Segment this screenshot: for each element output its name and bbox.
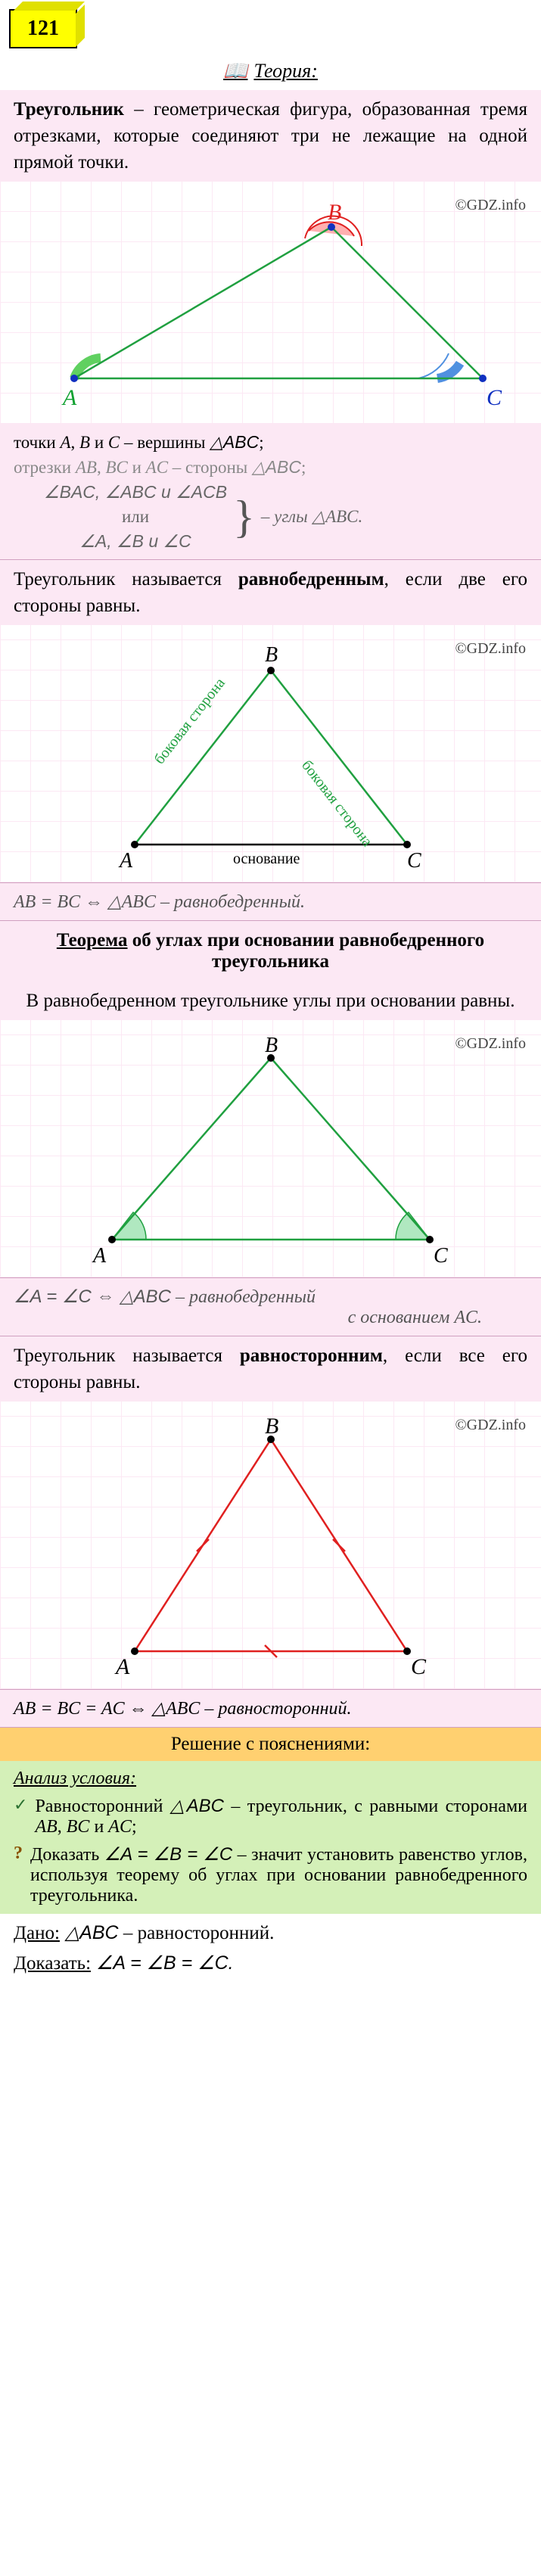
label-A: A [61,385,77,409]
svg-text:B: B [265,1035,278,1057]
book-icon: 📖 [223,60,247,82]
figure-1: ©GDZ.info A B C [0,182,541,424]
svg-text:боковая сторона: боковая сторона [298,757,375,849]
analysis-block: Анализ условия: ✓ Равносторонний △ABC – … [0,1761,541,1914]
formula-equilateral: AB = BC = AC ⇔ △ABC – равносторонний. [0,1689,541,1728]
definition-triangle: Треугольник – геометрическая фигура, обр… [0,90,541,182]
svg-text:A: A [118,849,133,873]
term-triangle: Треугольник [14,99,124,120]
label-C: C [487,385,502,409]
figure-4: ©GDZ.info A B C [0,1402,541,1689]
theory-label: Теория: [253,60,317,82]
svg-text:B: B [265,643,278,667]
svg-text:C: C [407,849,421,873]
theory-header: 📖 Теория: [0,60,541,82]
svg-text:C: C [411,1654,427,1679]
figure-2: ©GDZ.info A B C боковая сторона боковая … [0,625,541,882]
prove-label: Доказать: [14,1953,91,1974]
prove-block: Доказать: ∠A = ∠B = ∠C. [0,1952,541,1982]
copyright-text: ©GDZ.info [455,640,526,658]
theorem-title: Теорема об углах при основании равнобедр… [0,921,541,982]
copyright-text: ©GDZ.info [455,1035,526,1053]
label-B: B [328,200,341,225]
svg-text:боковая сторона: боковая сторона [151,675,228,767]
svg-text:C: C [434,1244,448,1268]
figure-1-description: точки A, B и C – вершины △ABC; отрезки A… [0,424,541,559]
copyright-text: ©GDZ.info [455,1417,526,1434]
figure-3: ©GDZ.info A B C [0,1020,541,1277]
given-label: Дано: [14,1923,60,1943]
check-icon: ✓ [14,1795,27,1837]
definition-isosceles: Треугольник называется равнобедренным, е… [0,559,541,625]
copyright-text: ©GDZ.info [455,197,526,214]
solution-header: Решение с пояснениями: [0,1728,541,1761]
question-icon: ? [14,1843,23,1906]
formula-isosceles: AB = BC ⇔ △ABC – равнобедренный. [0,882,541,921]
definition-equilateral: Треугольник называется равносторонним, е… [0,1336,541,1402]
formula-isosceles-angles: ∠A = ∠C ⇔ △ABC – равнобедренный с основа… [0,1277,541,1336]
svg-text:основание: основание [233,851,300,867]
svg-text:A: A [92,1244,107,1268]
brace-icon: } [233,498,255,536]
svg-text:A: A [114,1654,130,1679]
page-number-badge: 121 [9,9,77,48]
theorem-statement: В равнобедренном треугольнике углы при о… [0,982,541,1020]
given-block: Дано: △ABC – равносторонний. [0,1914,541,1952]
svg-text:B: B [265,1417,278,1439]
analysis-title: Анализ условия: [14,1769,527,1789]
